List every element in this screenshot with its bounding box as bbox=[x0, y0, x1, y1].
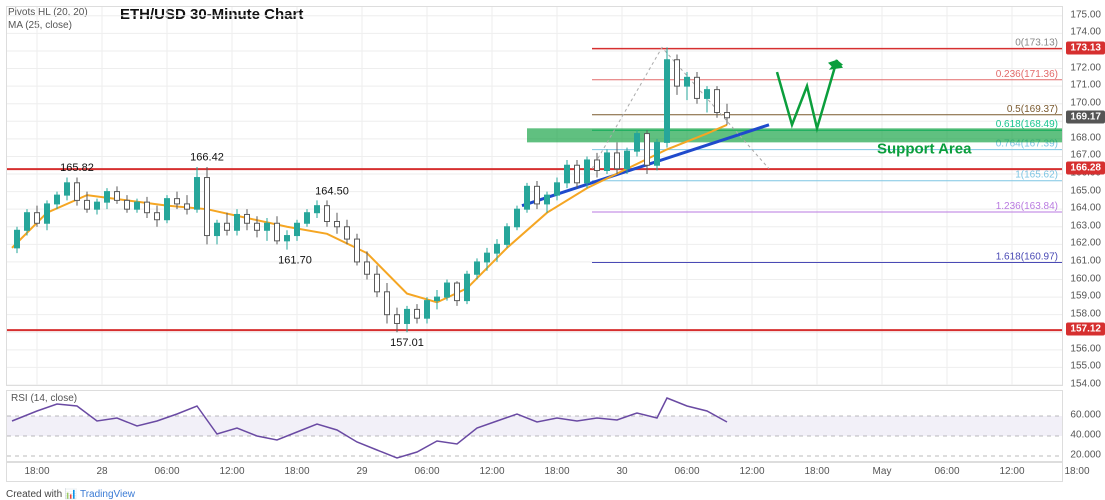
time-tick: 12:00 bbox=[999, 466, 1024, 477]
time-tick: 18:00 bbox=[1064, 466, 1089, 477]
rsi-line-chart bbox=[7, 391, 1062, 461]
time-tick: 28 bbox=[96, 466, 107, 477]
price-tick: 161.00 bbox=[1070, 255, 1101, 266]
price-tick: 156.00 bbox=[1070, 343, 1101, 354]
rsi-tick: 20.000 bbox=[1070, 450, 1101, 461]
time-tick: 06:00 bbox=[934, 466, 959, 477]
rsi-label: RSI (14, close) bbox=[11, 393, 77, 404]
svg-text:165.82: 165.82 bbox=[60, 162, 94, 174]
svg-text:0(173.13): 0(173.13) bbox=[1015, 38, 1058, 49]
price-tick: 162.00 bbox=[1070, 238, 1101, 249]
rsi-tick: 40.000 bbox=[1070, 430, 1101, 441]
price-tick: 167.00 bbox=[1070, 150, 1101, 161]
svg-text:1(165.62): 1(165.62) bbox=[1015, 170, 1058, 181]
time-tick: May bbox=[873, 466, 892, 477]
time-tick: 06:00 bbox=[154, 466, 179, 477]
price-flag: 166.28 bbox=[1066, 162, 1105, 175]
svg-text:164.50: 164.50 bbox=[315, 185, 349, 197]
price-tick: 160.00 bbox=[1070, 273, 1101, 284]
time-axis: 18:00 28 06:00 12:00 18:00 29 06:00 12:00 18:00 3… bbox=[6, 462, 1063, 482]
price-tick: 171.00 bbox=[1070, 80, 1101, 91]
price-tick: 163.00 bbox=[1070, 220, 1101, 231]
svg-text:1.618(160.97): 1.618(160.97) bbox=[996, 251, 1058, 262]
price-tick: 168.00 bbox=[1070, 132, 1101, 143]
attribution-footer: Created with 📊 TradingView bbox=[6, 489, 135, 500]
svg-text:0.5(169.37): 0.5(169.37) bbox=[1007, 104, 1058, 115]
svg-text:161.70: 161.70 bbox=[278, 255, 312, 267]
price-flag: 157.12 bbox=[1066, 323, 1105, 336]
rsi-pane[interactable]: RSI (14, close) bbox=[6, 390, 1063, 462]
time-tick: 30 bbox=[616, 466, 627, 477]
rsi-axis: 60.000 40.000 20.000 bbox=[1063, 390, 1105, 462]
svg-text:166.42: 166.42 bbox=[190, 152, 224, 164]
price-tick: 174.00 bbox=[1070, 27, 1101, 38]
time-tick: 12:00 bbox=[739, 466, 764, 477]
price-flag: 169.17 bbox=[1066, 111, 1105, 124]
price-candlestick-chart: 0(173.13)0.236(171.36)0.5(169.37)0.618(1… bbox=[7, 7, 1062, 385]
time-tick: 18:00 bbox=[284, 466, 309, 477]
price-tick: 165.00 bbox=[1070, 185, 1101, 196]
tradingview-link[interactable]: TradingView bbox=[80, 489, 135, 500]
svg-text:0.236(171.36): 0.236(171.36) bbox=[996, 69, 1058, 80]
price-tick: 172.00 bbox=[1070, 62, 1101, 73]
time-tick: 18:00 bbox=[544, 466, 569, 477]
time-tick: 18:00 bbox=[24, 466, 49, 477]
svg-text:1.236(163.84): 1.236(163.84) bbox=[996, 201, 1058, 212]
price-tick: 155.00 bbox=[1070, 361, 1101, 372]
price-tick: 170.00 bbox=[1070, 97, 1101, 108]
time-tick: 12:00 bbox=[219, 466, 244, 477]
price-tick: 164.00 bbox=[1070, 203, 1101, 214]
time-tick: 29 bbox=[356, 466, 367, 477]
svg-text:Support Area: Support Area bbox=[877, 140, 972, 157]
time-tick: 06:00 bbox=[414, 466, 439, 477]
price-flag: 173.13 bbox=[1066, 41, 1105, 54]
rsi-tick: 60.000 bbox=[1070, 410, 1101, 421]
time-tick: 06:00 bbox=[674, 466, 699, 477]
price-tick: 154.00 bbox=[1070, 379, 1101, 390]
price-tick: 175.00 bbox=[1070, 9, 1101, 20]
time-tick: 12:00 bbox=[479, 466, 504, 477]
time-tick: 18:00 bbox=[804, 466, 829, 477]
price-chart-pane[interactable]: 0(173.13)0.236(171.36)0.5(169.37)0.618(1… bbox=[6, 6, 1063, 386]
svg-text:157.01: 157.01 bbox=[390, 337, 424, 349]
price-tick: 158.00 bbox=[1070, 308, 1101, 319]
price-tick: 159.00 bbox=[1070, 291, 1101, 302]
